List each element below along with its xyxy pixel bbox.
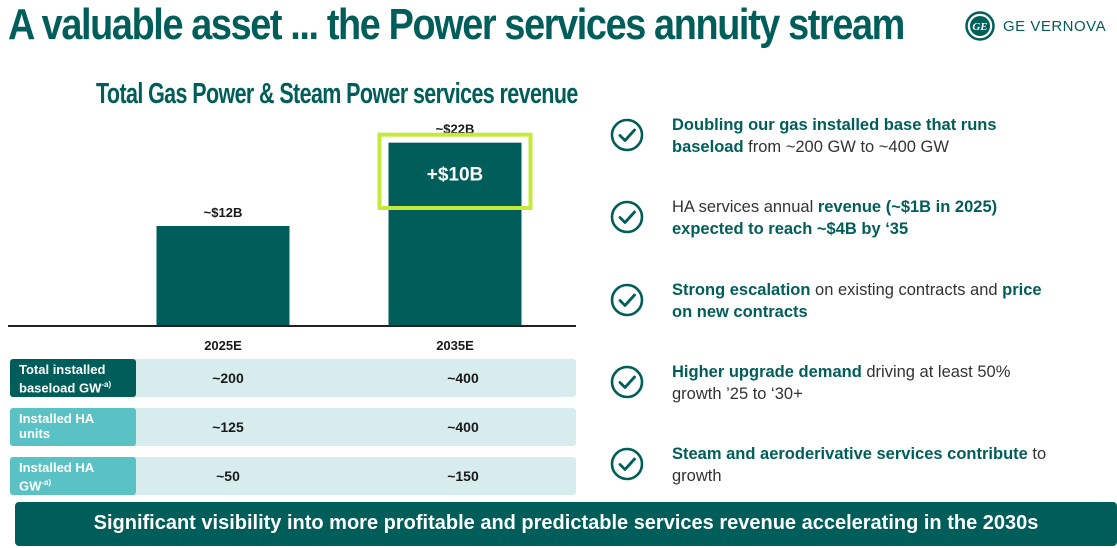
- bullet-item: Doubling our gas installed base that run…: [610, 114, 1105, 164]
- bullet-item: Steam and aeroderivative services contri…: [610, 443, 1105, 493]
- bullet-line: expected to reach ~$4B by ‘35: [672, 218, 1112, 240]
- bullet-segment: from ~200 GW to ~400 GW: [743, 138, 949, 156]
- row-header-line: Total installed: [19, 362, 106, 377]
- checkmark-circle-icon: [610, 447, 644, 481]
- row-header-line: Installed HA: [19, 411, 95, 426]
- footnote-marker: -a): [41, 478, 52, 487]
- bar-2035E: [388, 142, 522, 326]
- table-cell: ~200: [212, 370, 244, 386]
- bullet-emphasis: price: [1002, 281, 1042, 299]
- bullet-emphasis: on new contracts: [672, 303, 808, 321]
- data-label-2025E: ~$12B: [204, 205, 243, 220]
- bullet-line: growth: [672, 465, 1112, 487]
- table-cell: ~400: [447, 419, 479, 435]
- checkmark-circle-icon: [610, 200, 644, 234]
- table-cell: ~150: [447, 468, 479, 484]
- row-header: Installed HA units: [10, 408, 136, 446]
- bullet-line: Doubling our gas installed base that run…: [672, 114, 1112, 136]
- chart-title: Total Gas Power & Steam Power services r…: [96, 78, 578, 110]
- bullet-emphasis: baseload: [672, 138, 744, 156]
- row-header-line: baseload GW-a): [19, 380, 112, 396]
- checkmark-circle-icon: [610, 365, 644, 399]
- bullet-line: Strong escalation on existing contracts …: [672, 279, 1112, 301]
- row-header: Installed HA GW-a): [10, 457, 136, 495]
- bullet-segment: HA services annual: [672, 198, 818, 216]
- table-row: Installed HA GW-a) ~50 ~150: [10, 457, 576, 495]
- bullet-item: Strong escalation on existing contracts …: [610, 279, 1105, 329]
- x-tick-2035E: 2035E: [436, 338, 474, 350]
- slide-title: A valuable asset ... the Power services …: [8, 0, 905, 49]
- bullet-emphasis: revenue (~$1B in 2025): [817, 198, 998, 216]
- bullet-text: HA services annual revenue (~$1B in 2025…: [672, 196, 1112, 240]
- bullet-text: Strong escalation on existing contracts …: [672, 279, 1112, 323]
- row-header-line: units: [19, 426, 51, 441]
- row-header: Total installed baseload GW-a): [10, 359, 136, 397]
- bullet-segment: growth: [672, 467, 722, 485]
- bullet-text: Steam and aeroderivative services contri…: [672, 443, 1112, 487]
- bullet-line: growth ’25 to ‘30+: [672, 383, 1112, 405]
- table-cell: ~400: [447, 370, 479, 386]
- bullet-line: Steam and aeroderivative services contri…: [672, 443, 1112, 465]
- bullet-text: Higher upgrade demand driving at least 5…: [672, 361, 1112, 405]
- bullet-line: on new contracts: [672, 301, 1112, 323]
- checkmark-circle-icon: [610, 283, 644, 317]
- ge-monogram-icon: GE: [965, 11, 995, 41]
- bullet-item: HA services annual revenue (~$1B in 2025…: [610, 196, 1105, 246]
- bullet-emphasis: Doubling our gas installed base that run…: [672, 116, 997, 134]
- bullet-segment: driving at least 50%: [861, 363, 1011, 381]
- highlight-label: +$10B: [427, 164, 484, 185]
- bullet-segment: on existing contracts and: [810, 281, 1003, 299]
- footnote-marker: -a): [101, 380, 112, 389]
- bullet-emphasis: Strong escalation: [672, 281, 811, 299]
- bullet-item: Higher upgrade demand driving at least 5…: [610, 361, 1105, 411]
- bullet-text: Doubling our gas installed base that run…: [672, 114, 1112, 158]
- table-row: Installed HA units ~125 ~400: [10, 408, 576, 446]
- bullet-segment: to: [1027, 445, 1047, 463]
- table-row: Total installed baseload GW-a) ~200 ~400: [10, 359, 576, 397]
- svg-text:GE: GE: [972, 21, 987, 33]
- checkmark-circle-icon: [610, 118, 644, 152]
- x-tick-2025E: 2025E: [204, 338, 242, 350]
- bullet-segment: growth ’25 to ‘30+: [672, 385, 803, 403]
- bullet-emphasis: Steam and aeroderivative services contri…: [672, 445, 1028, 463]
- highlight-box: [377, 132, 533, 211]
- summary-banner: Significant visibility into more profita…: [15, 502, 1117, 546]
- table-cell: ~50: [216, 468, 240, 484]
- logo-text: GE VERNOVA: [1003, 17, 1107, 35]
- row-header-line: GW-a): [19, 478, 52, 494]
- bar-2025E: [156, 226, 290, 326]
- row-header-line: Installed HA: [19, 460, 95, 475]
- bullet-emphasis: expected to reach ~$4B by ‘35: [672, 220, 909, 238]
- bullet-emphasis: Higher upgrade demand: [672, 363, 862, 381]
- bullet-line: HA services annual revenue (~$1B in 2025…: [672, 196, 1112, 218]
- bullet-line: baseload from ~200 GW to ~400 GW: [672, 136, 1112, 158]
- table-cell: ~125: [212, 419, 244, 435]
- ge-vernova-logo: GE GE VERNOVA: [965, 10, 1106, 42]
- bullet-line: Higher upgrade demand driving at least 5…: [672, 361, 1112, 383]
